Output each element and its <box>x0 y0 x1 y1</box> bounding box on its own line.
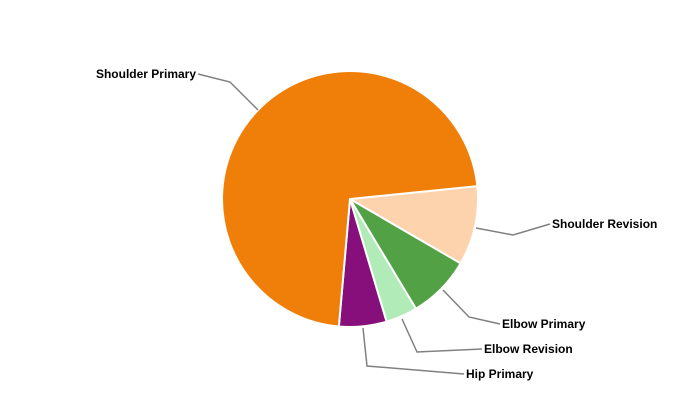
slice-label: Hip Primary <box>466 367 534 381</box>
slice-label: Elbow Primary <box>502 317 586 331</box>
slice-label: Elbow Revision <box>484 342 573 356</box>
leader-line <box>197 73 259 111</box>
leader-line <box>362 327 465 375</box>
leader-line <box>442 289 501 325</box>
leader-line <box>401 318 483 353</box>
slice-label: Shoulder Revision <box>552 217 657 231</box>
slice-label: Shoulder Primary <box>96 67 196 81</box>
leader-line <box>475 223 551 236</box>
pie-slice-shoulder-revision[interactable] <box>346 184 479 265</box>
pie-slice-shoulder-primary[interactable] <box>221 70 479 328</box>
